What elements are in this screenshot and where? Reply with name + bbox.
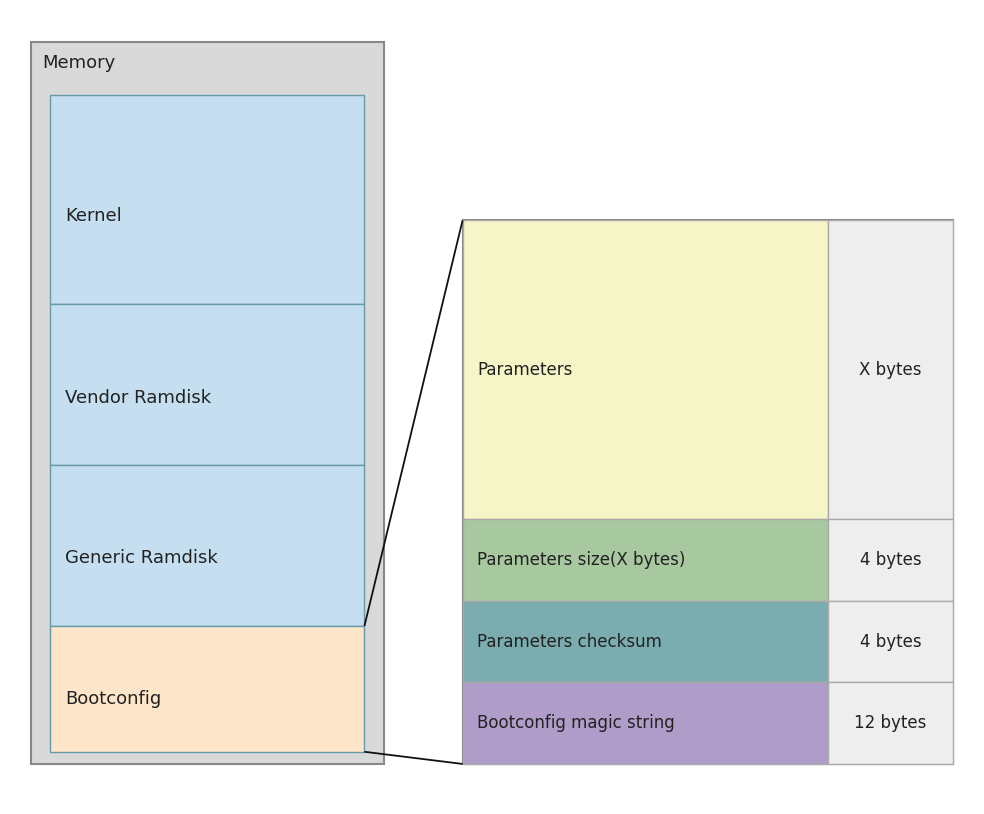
FancyBboxPatch shape [50,626,364,752]
FancyBboxPatch shape [50,465,364,626]
FancyBboxPatch shape [462,221,953,764]
FancyBboxPatch shape [829,519,953,601]
FancyBboxPatch shape [829,601,953,682]
FancyBboxPatch shape [462,682,829,764]
FancyBboxPatch shape [462,519,829,601]
FancyBboxPatch shape [829,682,953,764]
FancyBboxPatch shape [31,42,384,764]
Text: Vendor Ramdisk: Vendor Ramdisk [65,388,212,407]
Text: Parameters checksum: Parameters checksum [477,632,662,650]
Text: Parameters size(X bytes): Parameters size(X bytes) [477,551,686,569]
Text: Memory: Memory [42,54,116,72]
Text: 4 bytes: 4 bytes [860,632,921,650]
Text: Kernel: Kernel [65,208,122,225]
FancyBboxPatch shape [829,221,953,519]
FancyBboxPatch shape [462,601,829,682]
Text: 12 bytes: 12 bytes [854,714,927,732]
Text: Generic Ramdisk: Generic Ramdisk [65,549,217,567]
FancyBboxPatch shape [50,304,364,465]
FancyBboxPatch shape [462,221,829,519]
Text: 4 bytes: 4 bytes [860,551,921,569]
Text: Parameters: Parameters [477,361,573,379]
Text: X bytes: X bytes [859,361,922,379]
FancyBboxPatch shape [50,94,364,304]
Text: Bootconfig magic string: Bootconfig magic string [477,714,675,732]
Text: Bootconfig: Bootconfig [65,690,161,708]
